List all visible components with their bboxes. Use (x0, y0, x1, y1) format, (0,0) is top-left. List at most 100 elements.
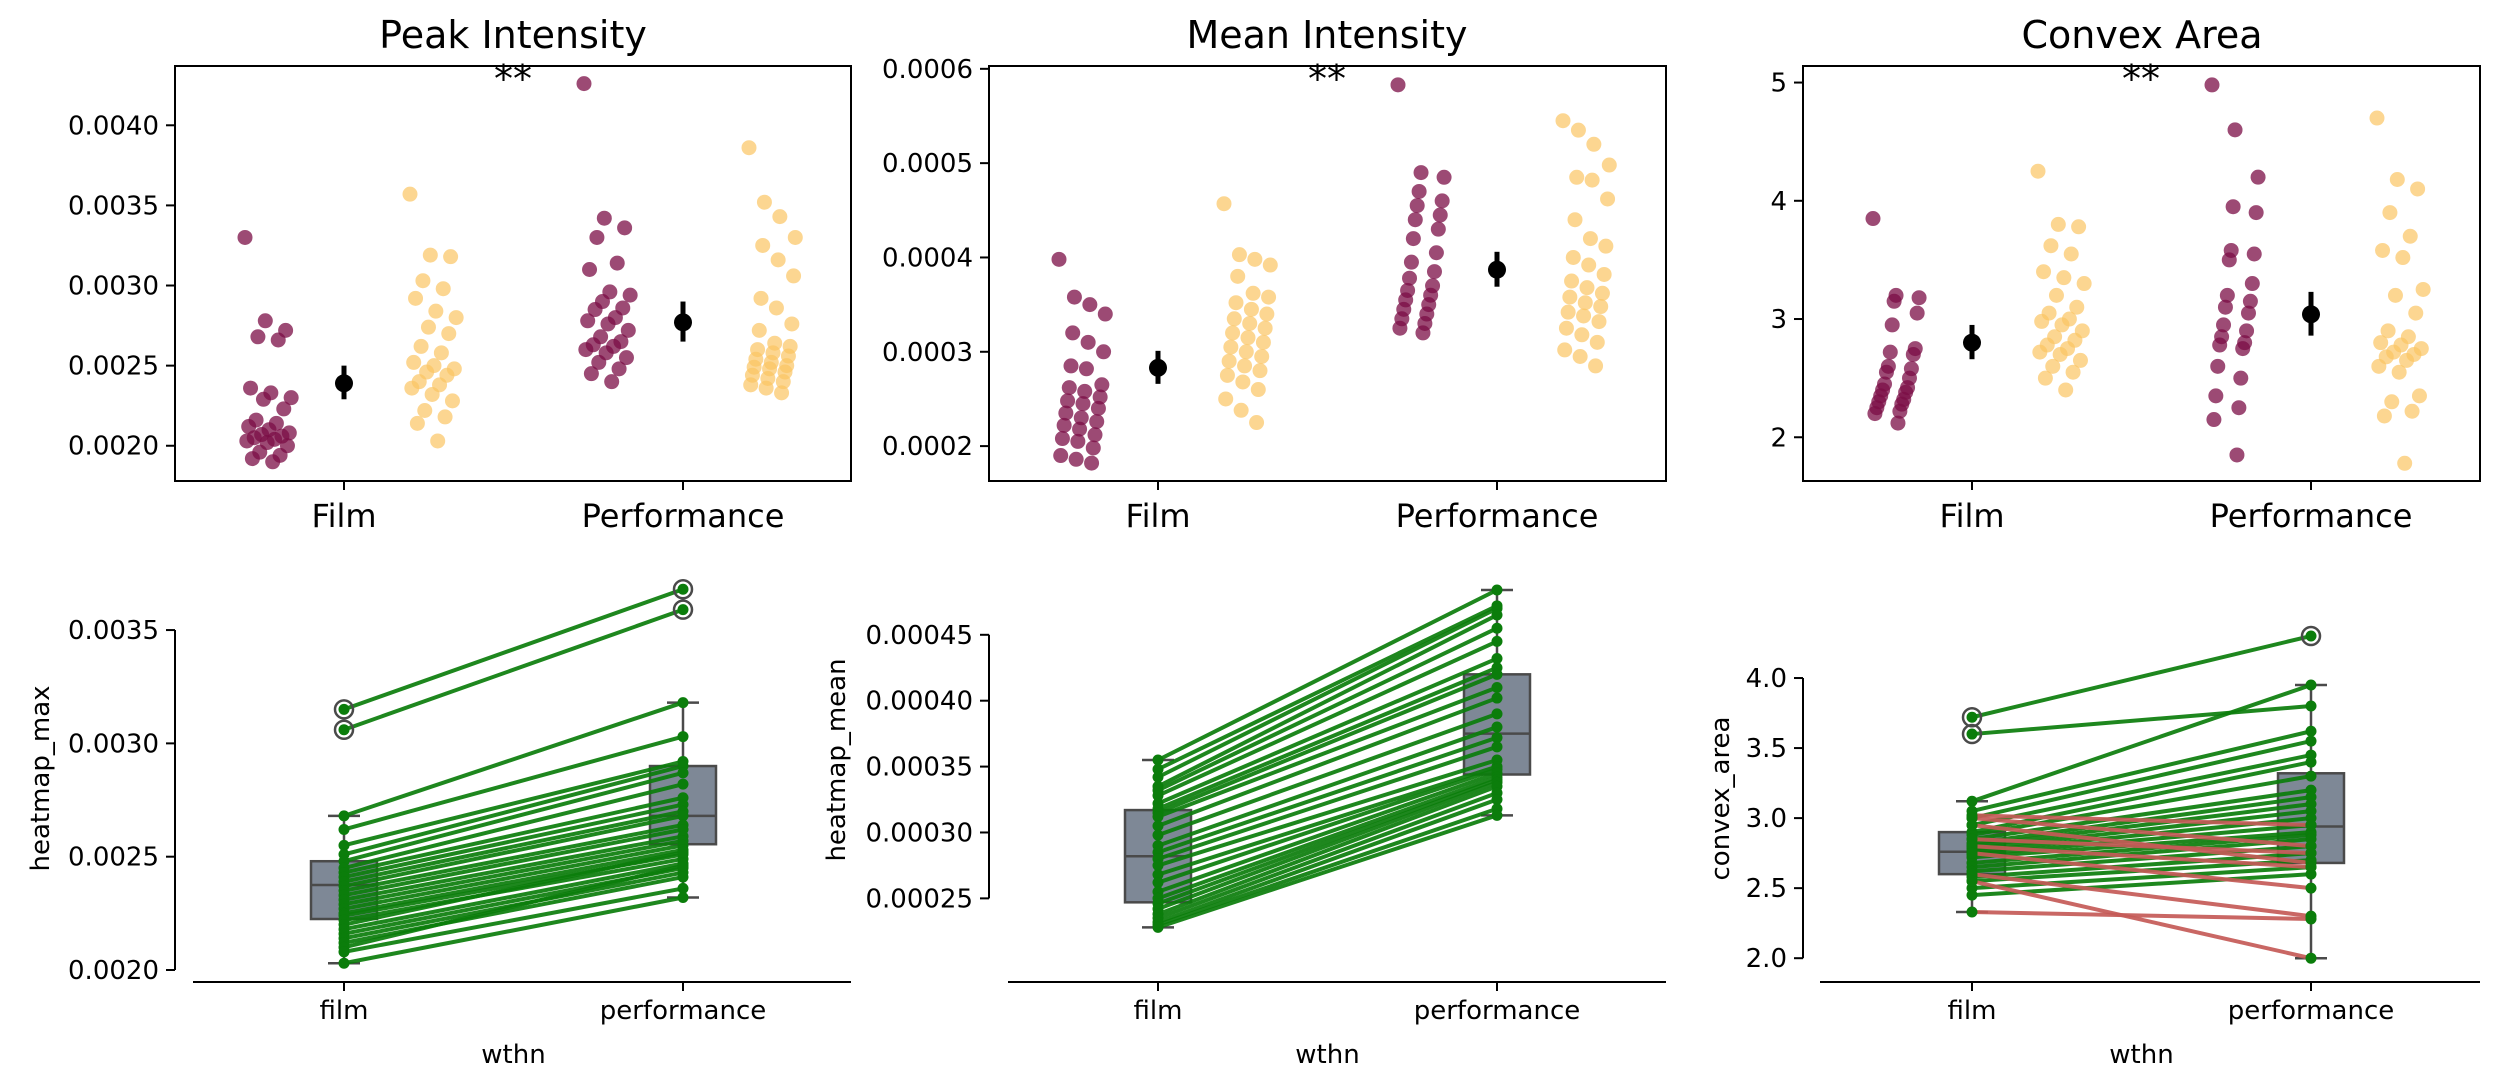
plot-frame (174, 65, 852, 482)
data-point (1867, 406, 1883, 422)
data-point (1432, 207, 1448, 223)
y-tick-label: 0.00030 (865, 818, 973, 848)
x-category-label: performance (600, 996, 767, 1026)
data-point (2076, 276, 2092, 292)
data-point (1085, 440, 1101, 456)
pair-line (1157, 791, 1498, 921)
data-point (237, 229, 253, 245)
pair-point (338, 703, 350, 715)
pair-point (338, 839, 350, 851)
pair-line (1157, 767, 1498, 885)
pair-point (338, 810, 350, 822)
y-tick-label: 0.0025 (68, 352, 159, 382)
data-point (1094, 377, 1110, 393)
data-point (1579, 280, 1595, 296)
y-tick-label: 0.0035 (68, 191, 159, 221)
data-point (435, 281, 451, 297)
pair-point (677, 697, 689, 709)
pair-line (1157, 613, 1498, 789)
pair-line (343, 886, 684, 954)
y-axis-label: heatmap_max (26, 685, 56, 871)
data-point (1063, 358, 1079, 374)
data-point (2411, 388, 2427, 404)
data-point (2373, 335, 2389, 351)
pair-line (1971, 909, 2312, 921)
data-point (1225, 325, 1241, 341)
data-point (1058, 405, 1074, 421)
box-outlier (672, 599, 694, 620)
data-point (1593, 299, 1609, 315)
data-point (751, 322, 767, 338)
pair-line (1157, 806, 1498, 927)
pair-point (338, 823, 350, 835)
pair-point (1152, 754, 1164, 766)
data-point (1415, 325, 1431, 341)
pair-point (1491, 682, 1503, 694)
data-point (1259, 306, 1275, 322)
data-point (250, 329, 266, 345)
significance-marker: ** (2122, 57, 2160, 101)
pair-point (1491, 794, 1503, 806)
data-point (404, 380, 420, 396)
pair-point (2305, 735, 2317, 747)
data-point (2225, 199, 2241, 215)
data-point (1233, 402, 1249, 418)
data-point (1250, 382, 1266, 398)
pair-point (1491, 692, 1503, 704)
pair-line (1157, 696, 1498, 828)
data-point (1245, 285, 1261, 301)
pair-point (1491, 721, 1503, 733)
pair-point (1491, 668, 1503, 680)
data-point (1884, 317, 1900, 333)
y-axis-label: heatmap_mean (822, 658, 852, 861)
data-point (2072, 352, 2088, 368)
panel-paired-heatmap-mean: 0.00025 0.00030 0.00035 0.00040 0.00045 film p… (822, 584, 1666, 1070)
pair-point (1152, 763, 1164, 775)
pair-point (1152, 790, 1164, 802)
pair-line (1157, 606, 1498, 779)
data-point (2043, 238, 2059, 254)
data-point (2240, 305, 2256, 321)
data-point (1065, 325, 1081, 341)
data-point (609, 255, 625, 271)
pair-point (677, 810, 689, 822)
x-category-label: film (1134, 996, 1183, 1026)
box-outlier (2300, 625, 2322, 647)
y-tick-label: 3.5 (1746, 734, 1787, 764)
pair-point (1491, 584, 1503, 596)
data-point (1238, 344, 1254, 360)
data-point (1558, 320, 1574, 336)
data-point (772, 209, 788, 225)
data-point (402, 186, 418, 202)
pair-point (1966, 847, 1978, 859)
pair-point (677, 767, 689, 779)
data-point (2395, 250, 2411, 266)
data-point (2387, 287, 2403, 303)
data-point (741, 140, 757, 156)
data-point (1890, 415, 1906, 431)
x-category-label: Performance (582, 497, 785, 535)
pair-point (677, 778, 689, 790)
data-point (1230, 268, 1246, 284)
data-point (2246, 246, 2262, 262)
pair-line (1157, 665, 1498, 811)
significance-marker: ** (494, 57, 532, 101)
data-point (2065, 364, 2081, 380)
data-point (1257, 320, 1273, 336)
data-point (1582, 231, 1598, 247)
pair-point (1966, 795, 1978, 807)
pair-line (343, 734, 684, 832)
data-point (1601, 157, 1617, 173)
pair-line (1157, 725, 1498, 848)
data-point (1565, 249, 1581, 265)
data-point (2037, 370, 2053, 386)
pair-line (1971, 823, 2312, 865)
x-category-label: Film (1125, 497, 1190, 535)
data-point (1092, 389, 1108, 405)
data-point (1403, 254, 1419, 270)
data-point (1596, 266, 1612, 282)
pair-point (2305, 952, 2317, 964)
title-convex-area: Convex Area (2021, 13, 2262, 57)
data-point (2204, 77, 2220, 93)
pair-point (2305, 770, 2317, 782)
